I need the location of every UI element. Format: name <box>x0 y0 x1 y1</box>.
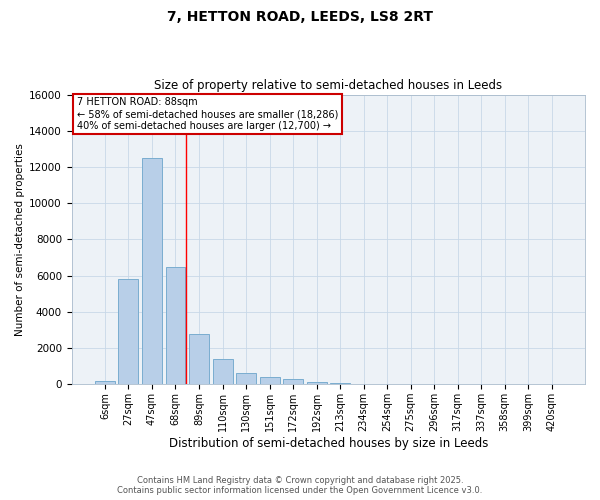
Bar <box>142 158 162 384</box>
Bar <box>260 377 280 384</box>
Y-axis label: Number of semi-detached properties: Number of semi-detached properties <box>15 143 25 336</box>
Text: Contains HM Land Registry data © Crown copyright and database right 2025.
Contai: Contains HM Land Registry data © Crown c… <box>118 476 482 495</box>
Title: Size of property relative to semi-detached houses in Leeds: Size of property relative to semi-detach… <box>154 79 502 92</box>
X-axis label: Distribution of semi-detached houses by size in Leeds: Distribution of semi-detached houses by … <box>169 437 488 450</box>
Bar <box>283 379 303 384</box>
Bar <box>95 380 115 384</box>
Bar <box>307 382 326 384</box>
Text: 7, HETTON ROAD, LEEDS, LS8 2RT: 7, HETTON ROAD, LEEDS, LS8 2RT <box>167 10 433 24</box>
Bar <box>236 374 256 384</box>
Bar <box>212 359 233 384</box>
Bar <box>166 266 185 384</box>
Bar <box>118 280 139 384</box>
Text: 7 HETTON ROAD: 88sqm
← 58% of semi-detached houses are smaller (18,286)
40% of s: 7 HETTON ROAD: 88sqm ← 58% of semi-detac… <box>77 98 338 130</box>
Bar <box>189 334 209 384</box>
